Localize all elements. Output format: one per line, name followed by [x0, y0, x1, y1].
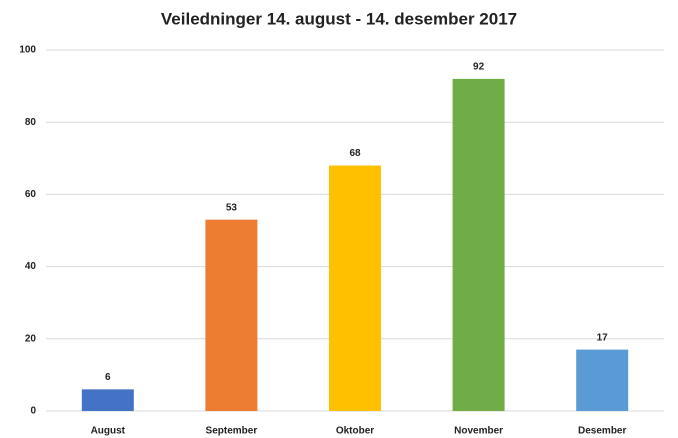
y-tick-label: 40: [25, 261, 37, 272]
chart-title: Veiledninger 14. august - 14. desember 2…: [161, 9, 517, 28]
x-tick-label: Desember: [578, 426, 626, 437]
data-label: 53: [226, 202, 238, 213]
bar: [329, 165, 381, 411]
bar: [452, 78, 505, 411]
x-tick-label: August: [91, 426, 126, 437]
y-tick-label: 60: [25, 189, 37, 200]
y-tick-label: 0: [30, 406, 36, 417]
data-label: 6: [105, 372, 111, 383]
x-tick-label: November: [454, 426, 503, 437]
bar: [81, 389, 134, 411]
bar: [205, 219, 258, 411]
y-tick-label: 20: [25, 333, 37, 344]
data-label: 17: [597, 332, 609, 343]
x-tick-label: September: [206, 426, 258, 437]
bar: [576, 349, 629, 411]
y-tick-label: 100: [19, 45, 36, 56]
y-tick-label: 80: [25, 117, 37, 128]
x-tick-label: Oktober: [336, 426, 374, 437]
data-label: 92: [473, 62, 485, 73]
data-label: 68: [349, 148, 361, 159]
